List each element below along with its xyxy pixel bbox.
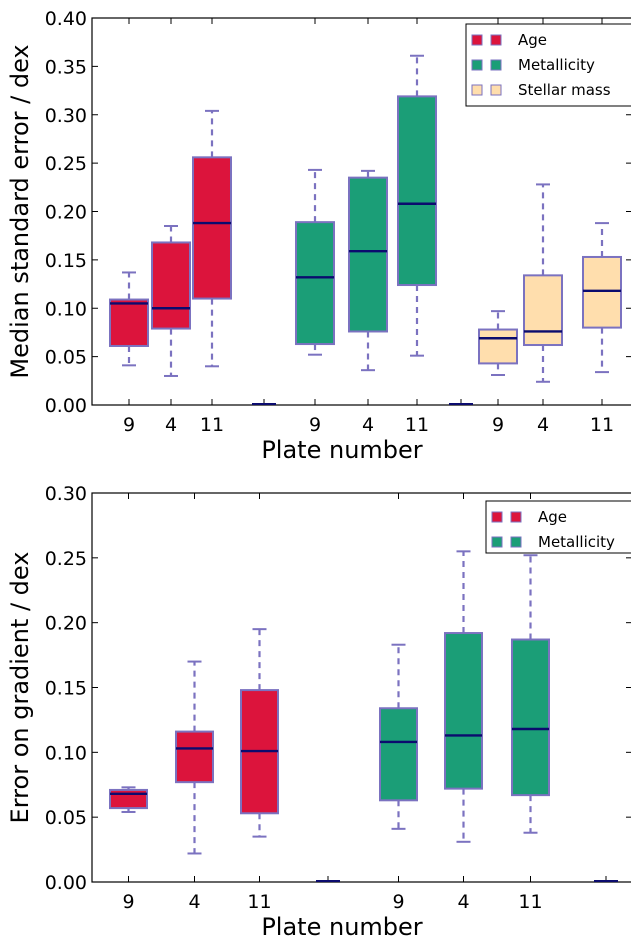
legend: Age Metallicity (485, 500, 631, 554)
box-iqr (444, 632, 483, 790)
legend-label: Age (538, 508, 567, 526)
x-tick-label: 9 (392, 891, 404, 913)
x-tick-label: 11 (247, 891, 271, 913)
legend-entry-metallicity: Metallicity (491, 533, 615, 551)
box-age-plate-4 (151, 225, 191, 377)
legend-swatch (471, 34, 483, 46)
legend-swatch (490, 59, 502, 71)
box-stellar-mass-plate-11 (582, 222, 622, 374)
box-metallicity-plate-4 (348, 169, 388, 372)
y-tick-label: 0.40 (45, 8, 87, 30)
y-tick-label: 0.20 (45, 613, 87, 635)
x-tick-label: 4 (537, 414, 549, 436)
x-tick-label: 9 (309, 414, 321, 436)
chart-panel-1: 0.00 0.05 0.10 0.15 0.20 0.25 0.30 0.35 0.40 9 4 11… (6, 8, 631, 464)
y-tick-label: 0.10 (45, 742, 87, 764)
box-age-plate-11 (192, 109, 232, 368)
legend-frame (485, 500, 631, 554)
x-tick-label: 11 (590, 414, 614, 436)
legend-entry-stellar-mass: Stellar mass (471, 81, 611, 99)
box-iqr (478, 328, 518, 365)
x-tick-label: 9 (122, 891, 134, 913)
box-stellar-mass-plate-9 (478, 310, 518, 377)
x-axis-ticks: 9 4 11 9 4 11 9 4 11 (123, 18, 614, 436)
legend-entry-age: Age (491, 508, 567, 526)
y-axis-ticks: 0.00 0.05 0.10 0.15 0.20 0.25 0.30 0.35 0.40 (45, 8, 631, 417)
legend-label: Metallicity (518, 56, 595, 74)
x-tick-label: 4 (362, 414, 374, 436)
legend-swatch (471, 59, 483, 71)
legend-entry-age: Age (471, 31, 547, 49)
x-axis-label: Plate number (261, 436, 422, 464)
box-iqr (192, 156, 232, 300)
x-tick-label: 4 (457, 891, 469, 913)
legend-swatch (491, 536, 503, 548)
y-tick-label: 0.20 (45, 202, 87, 224)
y-tick-label: 0.25 (45, 548, 87, 570)
box-iqr (523, 274, 563, 347)
y-tick-label: 0.10 (45, 298, 87, 320)
box-age-plate-11 (240, 628, 279, 838)
x-tick-label: 11 (405, 414, 429, 436)
y-tick-label: 0.05 (45, 807, 87, 829)
y-tick-label: 0.15 (45, 250, 87, 272)
legend-swatch (510, 536, 522, 548)
legend-entry-metallicity: Metallicity (471, 56, 595, 74)
legend-label: Metallicity (538, 533, 615, 551)
legend-swatch (491, 511, 503, 523)
x-tick-label: 11 (200, 414, 224, 436)
y-tick-label: 0.35 (45, 56, 87, 78)
x-axis-label: Plate number (261, 913, 422, 941)
legend-swatch (490, 34, 502, 46)
y-tick-label: 0.00 (45, 872, 87, 894)
y-axis-label: Median standard error / dex (6, 44, 34, 378)
x-tick-label: 9 (492, 414, 504, 436)
box-stellar-mass-plate-4 (523, 183, 563, 383)
box-metallicity-plate-9 (379, 643, 418, 830)
y-tick-label: 0.05 (45, 347, 87, 369)
box-age-plate-9 (109, 786, 148, 813)
box-metallicity-plate-4 (444, 550, 483, 843)
box-iqr (295, 221, 335, 346)
y-tick-label: 0.15 (45, 678, 87, 700)
legend-label: Age (518, 31, 547, 49)
box-metallicity-plate-11 (511, 554, 550, 834)
y-axis-label: Error on gradient / dex (6, 552, 34, 824)
legend: Age Metallicity Stellar mass (465, 23, 631, 107)
box-iqr (379, 707, 418, 802)
box-iqr (511, 638, 550, 797)
box-age-plate-9 (109, 271, 149, 367)
legend-swatch (471, 84, 483, 96)
legend-swatch (510, 511, 522, 523)
box-iqr (397, 95, 437, 287)
legend-swatch (490, 84, 502, 96)
chart-panel-2: 0.000.050.100.150.200.250.309 4 11 9 4 11Plat… (6, 483, 631, 941)
box-iqr (109, 298, 149, 347)
box-metallicity-plate-9 (295, 168, 335, 356)
y-tick-label: 0.30 (45, 105, 87, 127)
x-tick-label: 4 (188, 891, 200, 913)
box-iqr (175, 730, 214, 784)
y-tick-label: 0.25 (45, 153, 87, 175)
box-iqr (151, 241, 191, 330)
x-tick-label: 9 (123, 414, 135, 436)
x-tick-label: 11 (518, 891, 542, 913)
box-metallicity-plate-11 (397, 54, 437, 357)
box-age-plate-4 (175, 660, 214, 855)
y-tick-label: 0.00 (45, 395, 87, 417)
legend-label: Stellar mass (518, 81, 611, 99)
y-axis-ticks: 0.00 0.05 0.10 0.15 0.20 0.25 0.30 (45, 483, 631, 894)
box-iqr (348, 176, 388, 333)
box-iqr (582, 255, 622, 329)
x-axis-ticks: 9 4 11 9 4 11 (122, 493, 618, 913)
y-tick-label: 0.30 (45, 483, 87, 505)
x-tick-label: 4 (165, 414, 177, 436)
